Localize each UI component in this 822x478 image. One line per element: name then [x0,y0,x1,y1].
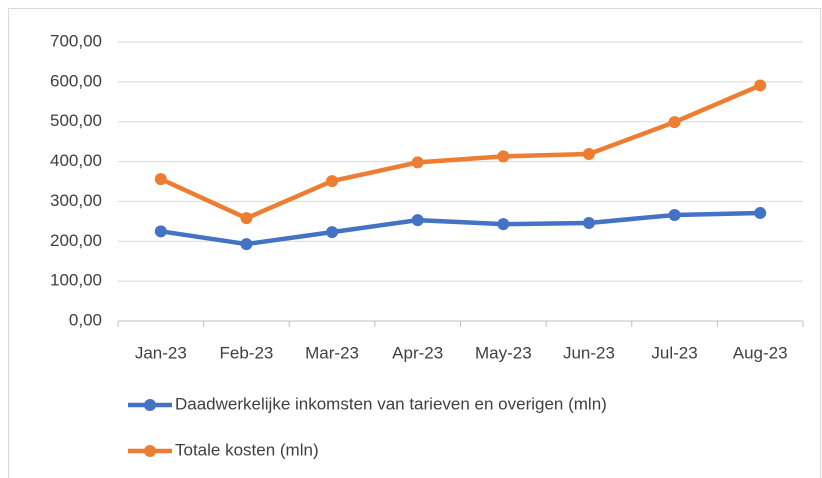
y-tick-label: 400,00 [50,151,102,170]
data-point [240,238,253,251]
x-tick-label: May-23 [475,343,532,362]
y-tick-label: 500,00 [50,111,102,130]
data-point [668,116,681,129]
series-line [159,83,762,221]
data-point [582,216,595,229]
data-point [326,226,339,239]
y-tick-label: 100,00 [50,271,102,290]
legend-marker [144,445,156,457]
x-tick-label: Apr-23 [392,343,443,362]
data-point [240,212,253,225]
x-tick-label: Aug-23 [733,343,788,362]
x-tick-label: Jun-23 [563,343,615,362]
legend-label: Daadwerkelijke inkomsten van tarieven en… [175,394,607,413]
x-tick-label: Feb-23 [220,343,274,362]
y-tick-label: 600,00 [50,71,102,90]
series-line [160,210,761,247]
chart-frame [8,8,821,478]
data-point [411,156,424,169]
legend-marker [144,399,156,411]
data-point [326,175,339,188]
data-point [411,214,424,227]
data-point [497,218,510,231]
data-point [754,79,767,92]
legend-label: Totale kosten (mln) [175,440,319,459]
x-tick-label: Jul-23 [651,343,697,362]
data-point [754,206,767,219]
y-tick-label: 700,00 [50,31,102,50]
x-tick-label: Jan-23 [135,343,187,362]
data-point [154,225,167,238]
data-point [668,208,681,221]
data-point [497,150,510,163]
data-point [154,173,167,186]
y-tick-label: 300,00 [50,191,102,210]
y-tick-label: 0,00 [69,310,102,329]
data-point [582,147,595,160]
x-tick-label: Mar-23 [305,343,359,362]
y-tick-label: 200,00 [50,231,102,250]
